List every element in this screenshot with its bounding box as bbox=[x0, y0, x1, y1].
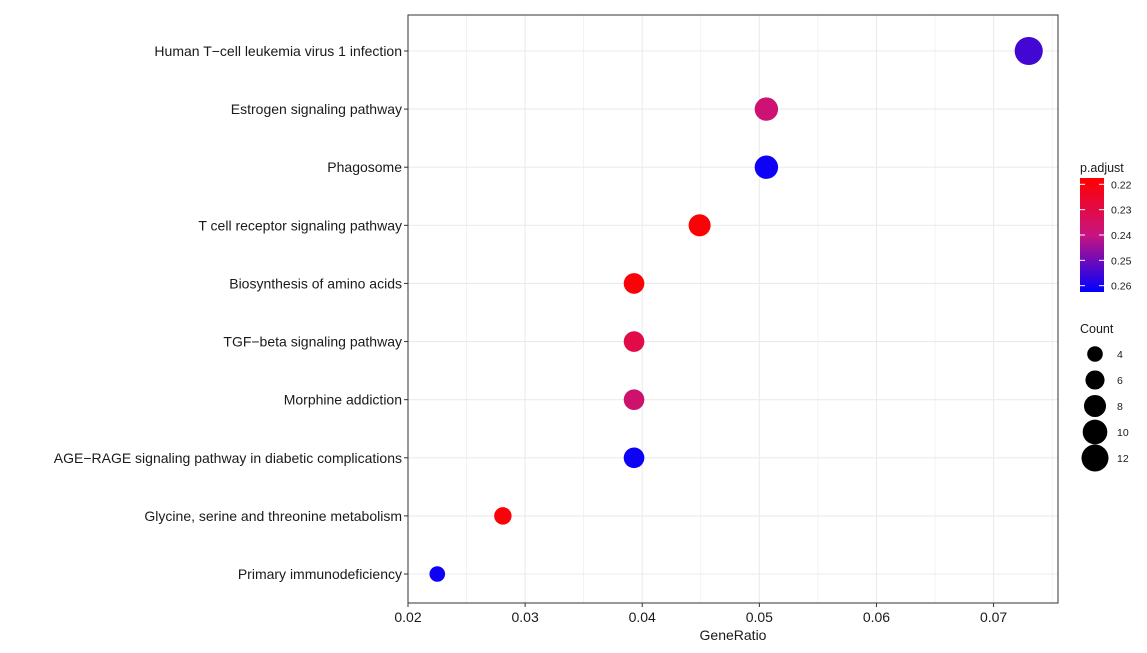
size-legend-label: 6 bbox=[1117, 375, 1123, 387]
x-tick-label: 0.07 bbox=[980, 609, 1007, 625]
size-legend-label: 10 bbox=[1117, 427, 1129, 439]
category-label: Biosynthesis of amino acids bbox=[229, 275, 402, 291]
size-legend-dot bbox=[1085, 370, 1105, 390]
size-legend: Count 4 6 8 10 12 bbox=[1080, 322, 1129, 472]
grid bbox=[407, 15, 1058, 603]
size-legend-dot bbox=[1081, 444, 1109, 472]
data-point bbox=[688, 214, 711, 237]
x-tick-label: 0.05 bbox=[746, 609, 773, 625]
size-legend-title: Count bbox=[1080, 322, 1114, 336]
x-tick-label: 0.06 bbox=[863, 609, 890, 625]
color-tick-label: 0.23 bbox=[1111, 205, 1132, 217]
color-tick-label: 0.25 bbox=[1111, 255, 1132, 267]
data-point bbox=[623, 331, 645, 352]
category-label: Estrogen signaling pathway bbox=[231, 101, 402, 117]
x-tick-label: 0.03 bbox=[511, 609, 538, 625]
data-point bbox=[429, 566, 446, 582]
size-legend-items: 4 6 8 10 12 bbox=[1081, 346, 1129, 472]
x-tick-label: 0.02 bbox=[394, 609, 421, 625]
size-legend-dot bbox=[1082, 419, 1108, 445]
plot-panel bbox=[407, 14, 1059, 604]
size-legend-dot bbox=[1087, 346, 1103, 362]
size-legend-label: 12 bbox=[1117, 453, 1129, 465]
color-legend-ticks: 0.22 0.23 0.24 0.25 0.26 bbox=[1080, 179, 1132, 293]
data-point bbox=[623, 389, 645, 410]
data-point bbox=[623, 273, 645, 294]
category-label: TGF−beta signaling pathway bbox=[223, 334, 402, 350]
category-label: Primary immunodeficiency bbox=[238, 566, 402, 582]
x-axis-labels: 0.02 0.03 0.04 0.05 0.06 0.07 bbox=[394, 603, 1007, 625]
category-label: Glycine, serine and threonine metabolism bbox=[144, 508, 402, 524]
data-point bbox=[623, 447, 645, 469]
size-legend-label: 8 bbox=[1117, 401, 1123, 413]
size-legend-label: 4 bbox=[1117, 349, 1123, 361]
color-legend: p.adjust 0.22 0.23 0.24 0.25 0.26 bbox=[1080, 161, 1132, 293]
color-tick-label: 0.22 bbox=[1111, 179, 1132, 191]
y-axis-labels: Human T−cell leukemia virus 1 infection E… bbox=[54, 43, 408, 582]
size-legend-dot bbox=[1083, 394, 1107, 418]
category-label: Human T−cell leukemia virus 1 infection bbox=[154, 43, 402, 59]
data-point bbox=[754, 155, 779, 179]
x-axis-title: GeneRatio bbox=[700, 627, 767, 643]
category-label: AGE−RAGE signaling pathway in diabetic c… bbox=[54, 450, 402, 466]
data-point bbox=[754, 97, 779, 121]
category-label: Morphine addiction bbox=[284, 392, 402, 408]
x-tick-label: 0.04 bbox=[629, 609, 656, 625]
color-legend-title: p.adjust bbox=[1080, 161, 1124, 175]
data-points bbox=[429, 36, 1043, 582]
category-label: Phagosome bbox=[327, 159, 402, 175]
color-tick-label: 0.24 bbox=[1111, 230, 1132, 242]
data-point bbox=[494, 507, 512, 525]
category-label: T cell receptor signaling pathway bbox=[198, 217, 402, 233]
data-point bbox=[1014, 36, 1043, 66]
color-tick-label: 0.26 bbox=[1111, 281, 1132, 293]
